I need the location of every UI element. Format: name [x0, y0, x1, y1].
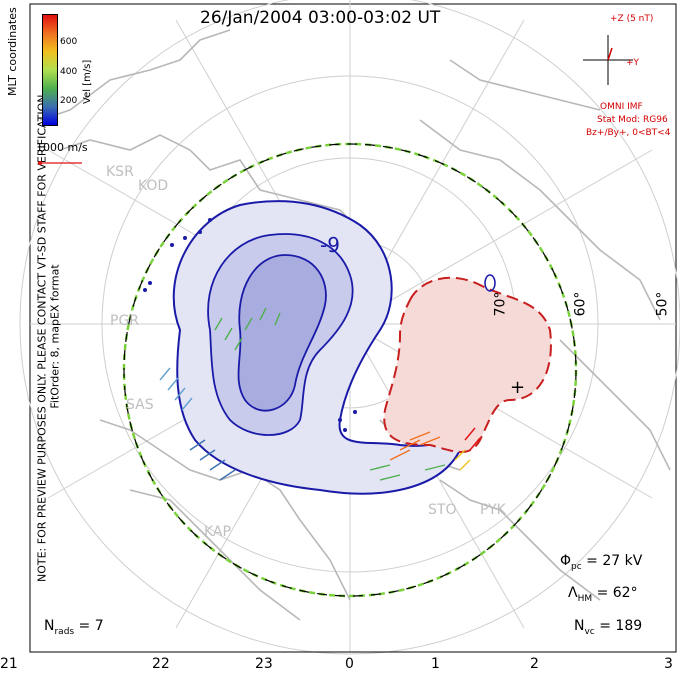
- vectors-dawn: [369, 427, 481, 481]
- station-sas: SAS: [126, 397, 154, 413]
- positive-cell: [383, 276, 552, 453]
- station-kap: KAP: [204, 524, 231, 540]
- colorbar-tick-200: 200: [60, 96, 78, 106]
- colorbar-tick-400: 400: [60, 67, 78, 77]
- page-title: 26/Jan/2004 03:00-03:02 UT: [200, 8, 441, 28]
- stat-phi-pc-value: 27 kV: [602, 553, 643, 569]
- mlt-tick-0: 0: [345, 656, 354, 672]
- stat-lambda-hm-value: 62°: [612, 585, 638, 601]
- stat-lambda-hm: ΛHM = 62°: [568, 585, 638, 604]
- stat-n-rads: Nrads = 7: [44, 618, 104, 637]
- small-contour: [484, 274, 496, 292]
- imf-z-label: +Z (5 nT): [610, 14, 654, 24]
- colorbar-unit: Vel [m/s]: [82, 59, 93, 104]
- station-ksr: KSR: [106, 164, 134, 180]
- station-kod: KOD: [138, 178, 169, 194]
- mlt-tick-22: 22: [152, 656, 170, 672]
- stat-n-vc-value: 189: [615, 618, 643, 634]
- imf-source: OMNI IMF: [600, 102, 643, 112]
- mlt-tick-3: 3: [664, 656, 673, 672]
- boundary-circle-black: [123, 143, 577, 597]
- imf-y-label: +Y: [626, 58, 640, 68]
- lat-label-60: 60°: [572, 291, 589, 317]
- colorbar-tick-600: 600: [60, 37, 78, 47]
- vectors-dusk: [159, 307, 281, 481]
- mlt-tick-23: 23: [255, 656, 273, 672]
- lat-label-50: 50°: [654, 291, 671, 317]
- station-pgr: PGR: [110, 313, 140, 329]
- station-sto: STO: [428, 502, 457, 518]
- reference-vector-label: 1000 m/s: [36, 141, 88, 154]
- imf-clock: [583, 35, 633, 85]
- negative-cell-inner: [237, 254, 327, 412]
- velocity-colorbar: [42, 14, 58, 126]
- vectors-scattered: [143, 218, 357, 432]
- mlt-tick-1: 1: [431, 656, 440, 672]
- positive-cell-center: +: [510, 377, 525, 398]
- stat-n-vc: Nvc = 189: [574, 618, 643, 637]
- reference-vector: [38, 161, 82, 165]
- station-pyk: PYK: [480, 502, 506, 518]
- mlt-tick-2: 2: [530, 656, 539, 672]
- lat-label-70: 70°: [492, 291, 509, 317]
- imf-condition: Bz+/By+, 0<BT<4: [586, 128, 671, 138]
- mlt-tick-21: 21: [0, 656, 18, 672]
- stat-phi-pc: Φpc = 27 kV: [560, 553, 643, 572]
- contour-label: -9: [320, 233, 340, 257]
- imf-model: Stat Mod: RG96: [597, 115, 668, 125]
- coordinate-label: MLT coordinates: [6, 7, 19, 96]
- stat-n-rads-value: 7: [94, 618, 104, 634]
